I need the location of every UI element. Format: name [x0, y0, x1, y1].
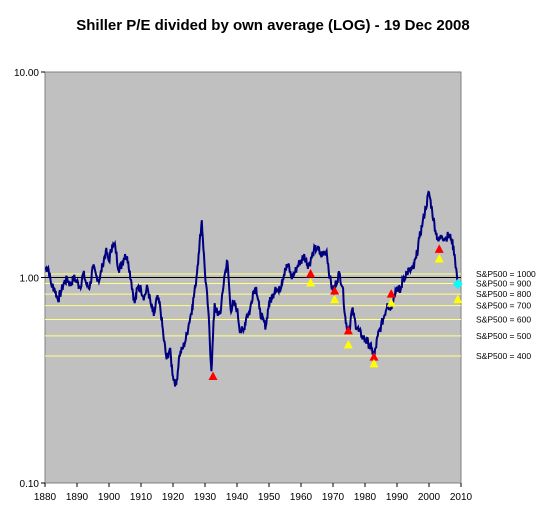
chart-title: Shiller P/E divided by own average (LOG)…	[76, 17, 469, 34]
marker-red	[306, 268, 316, 278]
marker-yellow	[343, 339, 353, 349]
y-axis: 0.10 1.00 10.00	[14, 68, 45, 490]
marker-yellow	[386, 298, 396, 307]
x-tick-label: 1900	[98, 492, 121, 503]
x-tick-label: 1930	[194, 492, 217, 503]
marker-yellow	[453, 294, 463, 304]
x-tick-label: 1890	[66, 492, 89, 503]
reference-label: S&P500 = 900	[476, 278, 531, 288]
reference-label: S&P500 = 500	[476, 331, 531, 341]
marker-yellow	[434, 254, 444, 263]
y-tick-label: 1.00	[20, 274, 40, 285]
marker-red	[434, 244, 444, 253]
x-tick-label: 1970	[322, 492, 345, 503]
x-tick-label: 1910	[130, 492, 153, 503]
marker-red	[330, 285, 340, 295]
reference-label: S&P500 = 1000	[476, 269, 536, 279]
x-tick-label: 1940	[226, 492, 249, 503]
marker-red	[386, 289, 396, 298]
markers	[208, 244, 463, 380]
x-tick-label: 1880	[34, 492, 57, 503]
marker-yellow	[306, 278, 316, 287]
reference-label: S&P500 = 600	[476, 314, 531, 324]
marker-cyan	[452, 278, 463, 289]
reference-lines	[45, 273, 461, 357]
x-tick-label: 2010	[450, 492, 473, 503]
x-axis: 1880 1890 1900 1910 1920 1930 1940 1950 1960 1970…	[34, 483, 473, 503]
series-line	[44, 190, 459, 387]
y-tick-label: 0.10	[20, 479, 40, 490]
reference-label: S&P500 = 800	[476, 289, 531, 299]
reference-label: S&P500 = 400	[476, 351, 531, 361]
x-tick-label: 1950	[258, 492, 281, 503]
x-tick-label: 1980	[354, 492, 377, 503]
marker-red	[208, 371, 218, 380]
marker-yellow	[330, 294, 340, 304]
x-tick-label: 1990	[386, 492, 409, 503]
x-tick-label: 1960	[290, 492, 313, 503]
x-tick-label: 2000	[418, 492, 441, 503]
x-tick-label: 1920	[162, 492, 185, 503]
y-tick-label: 10.00	[14, 68, 39, 79]
reference-label: S&P500 = 700	[476, 301, 531, 311]
marker-red	[369, 352, 379, 361]
marker-yellow	[369, 358, 379, 368]
marker-red	[343, 325, 353, 335]
